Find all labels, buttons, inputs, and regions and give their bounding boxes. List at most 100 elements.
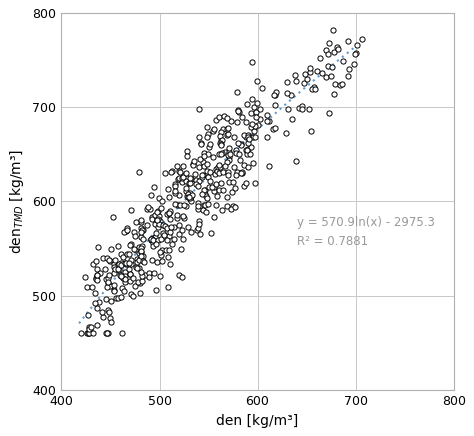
Point — [153, 208, 161, 215]
Point — [149, 239, 156, 246]
Point — [116, 271, 123, 278]
Point — [110, 286, 118, 293]
Point — [121, 260, 128, 267]
Point — [81, 273, 89, 280]
Point — [235, 151, 243, 158]
Point — [102, 295, 109, 302]
Point — [175, 272, 183, 279]
Point — [162, 169, 169, 176]
Point — [121, 278, 128, 285]
Point — [104, 274, 112, 281]
Point — [155, 221, 163, 228]
Point — [240, 183, 248, 190]
Point — [136, 264, 143, 271]
Point — [187, 175, 194, 182]
Point — [145, 270, 153, 277]
Point — [91, 299, 99, 306]
Point — [178, 226, 185, 233]
Point — [203, 134, 211, 141]
Point — [102, 330, 109, 337]
Point — [212, 202, 219, 209]
Point — [107, 298, 115, 305]
Point — [256, 105, 264, 112]
Point — [199, 191, 206, 198]
Point — [189, 160, 197, 167]
Point — [148, 235, 156, 242]
Point — [140, 258, 148, 265]
Point — [225, 152, 232, 159]
Point — [199, 174, 206, 181]
Point — [247, 143, 255, 150]
Point — [123, 225, 131, 232]
Point — [247, 110, 255, 117]
Point — [244, 133, 252, 140]
Point — [240, 161, 248, 168]
Point — [137, 225, 145, 232]
Point — [152, 230, 160, 237]
Point — [137, 229, 145, 236]
Point — [173, 214, 181, 221]
Point — [134, 279, 141, 286]
Point — [93, 322, 100, 329]
Point — [217, 164, 224, 171]
Point — [149, 235, 156, 242]
Point — [194, 200, 202, 207]
Point — [147, 191, 155, 198]
Point — [329, 26, 337, 33]
Point — [93, 304, 100, 311]
Point — [155, 195, 162, 202]
Point — [164, 185, 172, 192]
Point — [186, 195, 194, 202]
Point — [283, 89, 291, 96]
Point — [106, 308, 113, 315]
Point — [158, 247, 166, 254]
Point — [85, 325, 93, 332]
Point — [194, 202, 201, 209]
Point — [185, 180, 193, 187]
Point — [170, 223, 178, 230]
Point — [162, 247, 169, 254]
Point — [196, 164, 203, 171]
Point — [173, 163, 181, 170]
Point — [322, 46, 330, 53]
Point — [292, 78, 300, 85]
Point — [121, 272, 129, 279]
Point — [119, 275, 127, 282]
Point — [270, 92, 278, 99]
Point — [99, 255, 107, 262]
Point — [192, 181, 200, 187]
Point — [210, 187, 218, 194]
Point — [127, 207, 135, 214]
Point — [110, 281, 118, 288]
Point — [230, 164, 237, 170]
Point — [106, 314, 114, 321]
Point — [330, 49, 338, 56]
Point — [240, 132, 248, 139]
Point — [112, 295, 119, 302]
Point — [235, 106, 242, 113]
Point — [207, 140, 214, 147]
Point — [139, 236, 146, 243]
Point — [187, 192, 194, 199]
Point — [171, 188, 179, 195]
Point — [180, 235, 187, 242]
Point — [122, 227, 129, 234]
Point — [118, 272, 125, 279]
Point — [148, 236, 155, 243]
Point — [87, 324, 94, 330]
Point — [204, 150, 211, 157]
Point — [200, 187, 208, 194]
Point — [118, 329, 126, 336]
Point — [107, 319, 115, 326]
Point — [110, 260, 118, 267]
Point — [96, 269, 103, 276]
Point — [184, 191, 191, 198]
Point — [87, 328, 94, 335]
Point — [142, 271, 149, 278]
Point — [203, 167, 211, 174]
Point — [133, 264, 141, 271]
Point — [132, 218, 139, 225]
Point — [166, 215, 174, 222]
Point — [249, 123, 257, 129]
Point — [243, 147, 251, 154]
